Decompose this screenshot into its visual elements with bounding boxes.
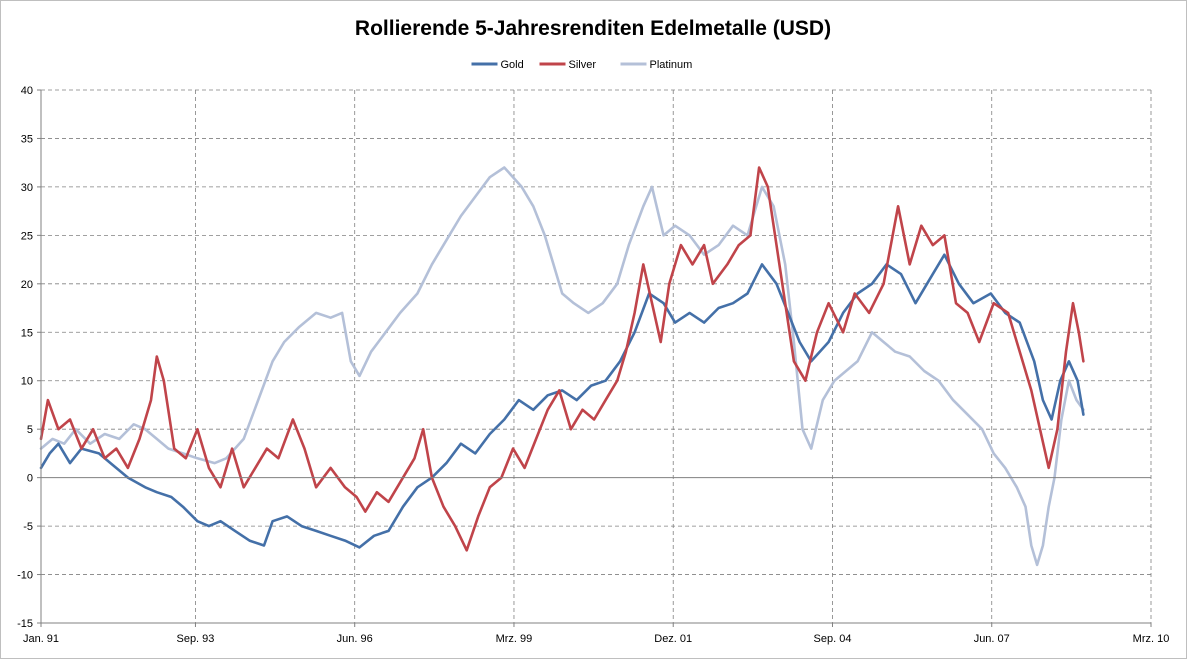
legend-item-platinum: Platinum [620, 59, 693, 71]
legend-item-gold: Gold [471, 59, 524, 71]
y-tick-label: -15 [17, 618, 33, 630]
y-tick-label: -5 [23, 521, 33, 533]
chart-title: Rollierende 5-Jahresrenditen Edelmetalle… [355, 17, 831, 40]
legend: Gold Silver Platinum [471, 59, 693, 71]
legend-item-silver: Silver [539, 59, 597, 71]
legend-label-silver: Silver [569, 59, 597, 71]
x-tick-label: Sep. 93 [176, 633, 214, 645]
axis-layer: -15 -10 -5 0 5 10 15 20 25 30 35 40 Jan. 91 Sep. 93 Ju… [17, 85, 1169, 645]
series-line-gold [39, 253, 1085, 549]
y-tick-label: 10 [21, 376, 33, 388]
y-tick-label: 15 [21, 327, 33, 339]
series-layer [39, 166, 1085, 567]
y-tick-label: 20 [21, 279, 33, 291]
grid-layer [41, 89, 1152, 624]
x-tick-label: Dez. 01 [654, 633, 692, 645]
y-tick-label: 35 [21, 133, 33, 145]
x-tick-label: Sep. 04 [814, 633, 852, 645]
y-tick-label: 40 [21, 85, 33, 97]
x-tick-label: Jun. 07 [974, 633, 1010, 645]
x-tick-label: Mrz. 99 [496, 633, 533, 645]
y-tick-label: 5 [27, 424, 33, 436]
legend-label-gold: Gold [501, 59, 524, 71]
series-line-silver [39, 166, 1085, 552]
y-tick-label: -10 [17, 570, 33, 582]
x-tick-label: Jun. 96 [337, 633, 373, 645]
y-tick-label: 0 [27, 473, 33, 485]
legend-label-platinum: Platinum [650, 59, 693, 71]
y-tick-label: 30 [21, 182, 33, 194]
x-tick-label: Jan. 91 [23, 633, 59, 645]
y-tick-label: 25 [21, 230, 33, 242]
x-tick-label: Mrz. 10 [1133, 633, 1170, 645]
plot-area [41, 90, 1151, 623]
